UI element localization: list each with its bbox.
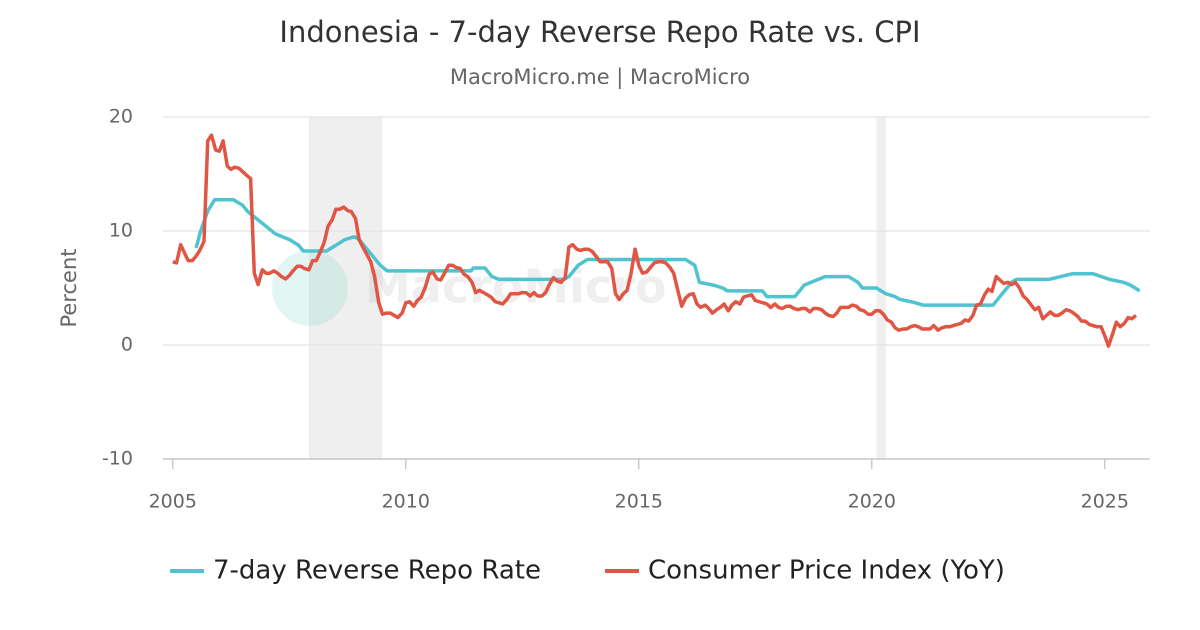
x-tick-label: 2005 — [149, 491, 197, 513]
legend: 7-day Reverse Repo Rate Consumer Price In… — [170, 556, 1005, 586]
axes-layer: -10 0 10 20 2005 2010 2015 2020 2025 — [102, 106, 1150, 513]
x-tick-label: 2020 — [848, 491, 896, 513]
watermark-text: MacroMicro — [365, 260, 666, 314]
x-tick-label: 2015 — [615, 491, 663, 513]
y-tick-label: 20 — [109, 106, 133, 128]
shaded-period — [308, 117, 383, 459]
shading-layer — [308, 117, 886, 459]
chart-title: Indonesia - 7-day Reverse Repo Rate vs. … — [279, 15, 920, 49]
legend-label: 7-day Reverse Repo Rate — [213, 556, 541, 586]
chart-subtitle: MacroMicro.me | MacroMicro — [450, 65, 750, 90]
shaded-period — [876, 117, 886, 459]
legend-label: Consumer Price Index (YoY) — [648, 556, 1005, 586]
y-tick-label: 10 — [109, 220, 133, 242]
watermark-logo — [272, 250, 348, 326]
x-tick-label: 2025 — [1081, 491, 1129, 513]
series-line — [194, 197, 1141, 307]
y-axis-label: Percent — [57, 248, 81, 327]
series-line — [172, 133, 1138, 348]
y-tick-label: 0 — [121, 334, 133, 356]
x-tick-label: 2010 — [382, 491, 430, 513]
lines-layer — [172, 133, 1141, 348]
y-tick-label: -10 — [102, 448, 133, 470]
